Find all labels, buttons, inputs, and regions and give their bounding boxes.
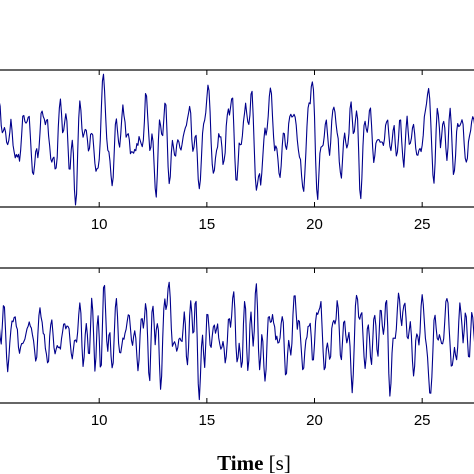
top-xtick-label-15: 15 xyxy=(199,216,216,233)
top-xtick-label-10: 10 xyxy=(91,216,108,233)
top-xtick-label-25: 25 xyxy=(414,216,431,233)
top-axes-frame xyxy=(0,69,474,208)
bottom-x-axis-title: Time [s] xyxy=(217,451,291,474)
top-xtick-label-20: 20 xyxy=(306,216,323,233)
bottom-xtick-label-10: 10 xyxy=(91,412,108,429)
bottom-xtick-label-20: 20 xyxy=(306,412,323,429)
bottom-xtick-label-15: 15 xyxy=(199,412,216,429)
bottom-axes-frame xyxy=(0,267,474,404)
top-signal-series xyxy=(0,73,474,206)
chart-panel-top: 10 15 20 25 xyxy=(0,69,474,233)
x-axis-title-unit-part: [s] xyxy=(263,451,290,474)
x-axis-title-bold-part: Time xyxy=(217,451,263,474)
chart-panel-bottom: 10 15 20 25 Time [s] xyxy=(0,267,474,474)
bottom-signal-series xyxy=(0,281,474,401)
bottom-xtick-label-25: 25 xyxy=(414,412,431,429)
